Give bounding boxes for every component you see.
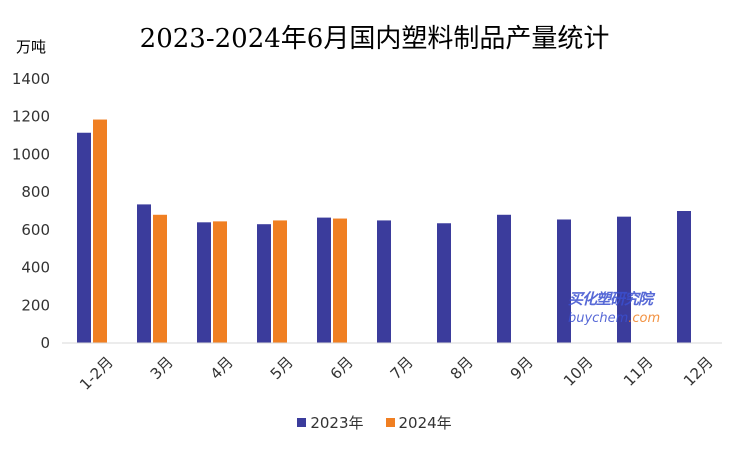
bar-2024年-5月 [273, 220, 287, 343]
y-tick-label: 800 [21, 183, 50, 201]
y-tick-label: 1000 [12, 145, 50, 163]
chart-title: 2023-2024年6月国内塑料制品产量统计 [139, 24, 610, 54]
bar-2024年-4月 [213, 221, 227, 343]
bar-2023年-7月 [377, 220, 391, 343]
bar-2023年-6月 [317, 217, 331, 343]
watermark-en-suffix: .com [628, 311, 661, 326]
watermark-cn: 买化塑研究院 [568, 290, 653, 308]
y-axis-unit-label: 万吨 [16, 38, 47, 56]
bar-2023年-5月 [257, 224, 271, 343]
x-tick-label: 10月 [560, 353, 597, 390]
x-tick-label: 7月 [387, 353, 417, 383]
x-tick-label: 6月 [327, 353, 357, 383]
y-tick-label: 0 [40, 334, 50, 352]
x-tick-label: 9月 [507, 353, 537, 383]
legend-label: 2023年 [310, 414, 364, 432]
y-tick-label: 400 [21, 259, 50, 277]
legend-swatch [297, 418, 307, 427]
x-tick-label: 5月 [267, 353, 297, 383]
legend: 2023年 2024年 [0, 412, 749, 433]
y-tick-label: 200 [21, 296, 50, 314]
watermark-en: buychem.com [568, 311, 698, 326]
bars-group [77, 119, 691, 344]
x-tick-label: 1-2月 [76, 353, 117, 394]
x-tick-label: 12月 [680, 353, 717, 390]
x-axis-ticks: 1-2月 3月 4月 5月 6月 7月 8月 9月 10月 11月 12月 [76, 353, 717, 394]
bar-2023年-10月 [557, 219, 571, 343]
bar-2023年-8月 [437, 223, 451, 343]
legend-item: 2024年 [385, 412, 452, 433]
bar-2024年-3月 [153, 214, 167, 343]
x-tick-label: 8月 [447, 353, 477, 383]
x-tick-label: 4月 [207, 353, 237, 383]
bar-2023年-1-2月 [77, 132, 91, 343]
legend-label: 2024年 [398, 414, 452, 432]
legend-item: 2023年 [297, 412, 364, 433]
y-tick-label: 1400 [12, 70, 50, 88]
y-axis-ticks: 0 200 400 600 800 1000 1200 1400 [12, 70, 50, 352]
y-tick-label: 600 [21, 221, 50, 239]
watermark-logo: 买化塑研究院 buychem.com [568, 288, 698, 326]
bar-2023年-12月 [677, 211, 691, 343]
bar-2023年-11月 [617, 216, 631, 343]
bar-2024年-1-2月 [93, 119, 107, 344]
bar-2023年-9月 [497, 214, 511, 343]
x-tick-label: 3月 [147, 353, 177, 383]
bar-2023年-4月 [197, 222, 211, 343]
x-tick-label: 11月 [620, 353, 657, 390]
legend-swatch [385, 418, 395, 427]
watermark-en-main: buychem [568, 311, 629, 326]
bar-2023年-3月 [137, 204, 151, 343]
bar-2024年-6月 [333, 218, 347, 343]
y-tick-label: 1200 [12, 108, 50, 126]
